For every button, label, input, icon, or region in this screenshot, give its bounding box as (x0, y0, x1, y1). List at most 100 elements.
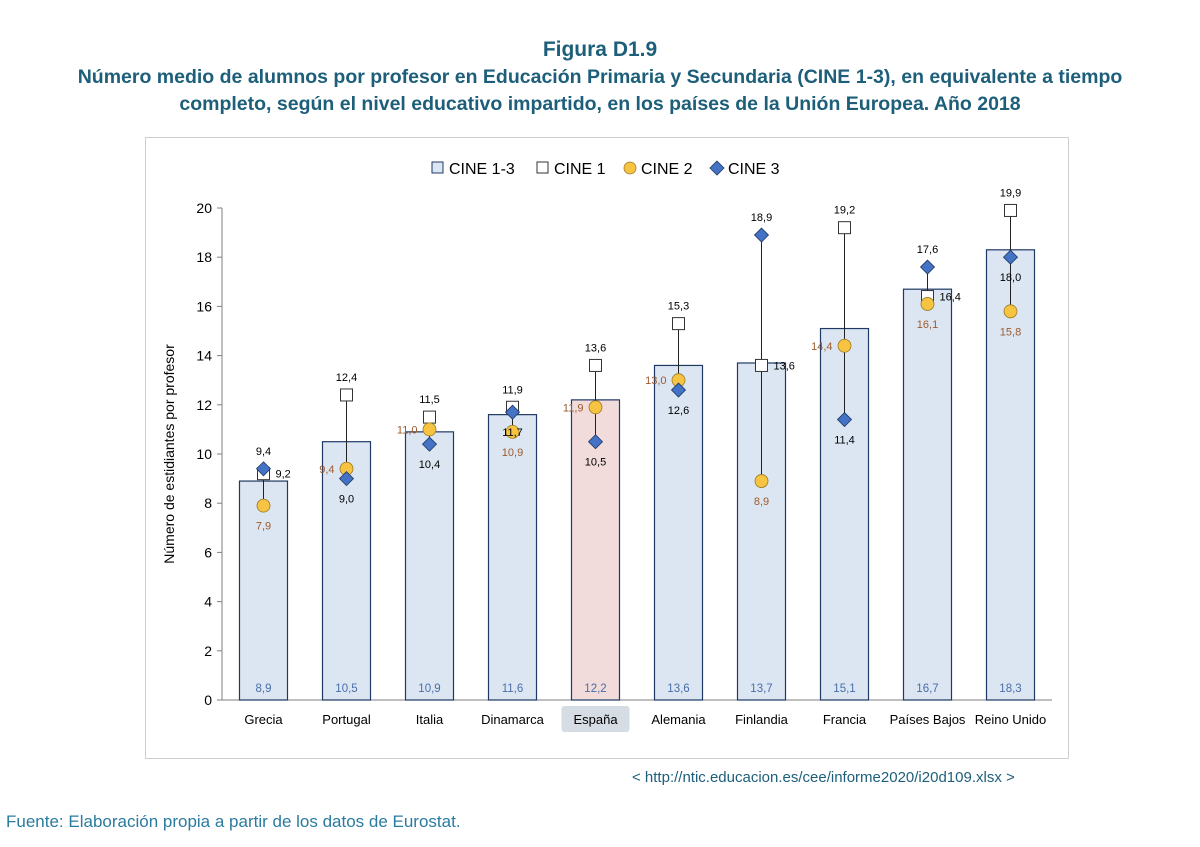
x-tick-label: Italia (416, 712, 444, 727)
figure-title: Número medio de alumnos por profesor en … (77, 66, 1123, 115)
cine3-value-label: 10,4 (419, 459, 440, 471)
cine1-value-label: 13,6 (774, 360, 795, 372)
cine2-circle-marker (1003, 304, 1018, 319)
bar (819, 327, 870, 701)
legend-swatch-cine2 (623, 161, 637, 175)
y-tick-label: 10 (196, 446, 212, 462)
cine1-value-label: 15,3 (668, 301, 689, 313)
bar-value-label: 13,7 (750, 683, 772, 695)
x-tick-label: España (573, 712, 618, 727)
legend-swatch-cine1 (536, 161, 549, 174)
cine2-value-label: 9,4 (319, 464, 334, 476)
cine2-circle-marker (754, 474, 769, 488)
y-axis-label: Número de estidiantes por profesor (161, 344, 177, 564)
cine3-value-label: 11,4 (834, 435, 855, 447)
cine1-square-marker (838, 221, 851, 235)
cine3-value-label: 10,5 (585, 457, 606, 469)
x-tick-label: Portugal (322, 712, 371, 727)
cine1-square-marker (672, 317, 685, 331)
cine1-value-label: 12,4 (336, 372, 357, 384)
figure-label: Figura D1.9 (542, 38, 658, 61)
cine1-value-label: 11,9 (502, 384, 523, 396)
bar-value-label: 12,2 (584, 683, 606, 695)
y-tick-label: 0 (204, 692, 212, 708)
cine2-circle-marker (505, 424, 520, 439)
cine2-value-label: 7,9 (256, 521, 271, 533)
y-tick-label: 20 (196, 200, 212, 216)
x-tick-label: Finlandia (735, 712, 789, 727)
highlight-category-box (561, 706, 630, 732)
cine2-circle-marker (422, 422, 437, 437)
legend-label: CINE 2 (641, 161, 693, 178)
cine1-value-label: 16,4 (940, 292, 961, 304)
cine1-square-marker (589, 358, 602, 372)
legend-swatch-cine13 (431, 161, 444, 174)
cine3-diamond-marker (670, 382, 687, 398)
cine2-value-label: 14,4 (811, 341, 832, 353)
legend-label: CINE 3 (728, 161, 780, 178)
cine3-diamond-marker (836, 411, 853, 428)
cine3-diamond-marker (255, 461, 272, 477)
bar (902, 288, 953, 701)
x-tick-label: Reino Unido (975, 712, 1047, 727)
x-tick-label: Grecia (244, 712, 283, 727)
bar-value-label: 18,3 (999, 683, 1021, 695)
cine2-value-label: 10,9 (502, 447, 523, 459)
y-tick-label: 2 (204, 643, 212, 659)
cine1-square-marker (755, 358, 768, 372)
cine1-value-label: 11,5 (419, 394, 440, 406)
y-tick-label: 6 (204, 544, 212, 560)
bar-value-label: 16,7 (916, 683, 938, 695)
bar (985, 249, 1036, 701)
cine3-diamond-marker (338, 471, 355, 487)
chart: 0 2 4 6 8 10 12 14 16 18 20 Número de estidiantes p… (161, 160, 1052, 732)
y-tick-label: 18 (196, 249, 212, 265)
bar-value-label: 10,5 (335, 683, 357, 695)
bar-value-label: 8,9 (256, 683, 272, 695)
cine3-diamond-marker (753, 227, 770, 243)
x-tick-label: Francia (823, 712, 867, 727)
y-tick-label: 12 (196, 397, 212, 413)
bar-value-label: 10,9 (418, 683, 440, 695)
source-link[interactable]: < http://ntic.educacion.es/cee/informe20… (632, 769, 1015, 786)
bar (487, 414, 538, 701)
cine3-value-label: 11,7 (502, 427, 523, 439)
y-tick-label: 16 (196, 298, 212, 314)
legend-label: CINE 1 (554, 161, 606, 178)
cine1-value-label: 19,9 (1000, 187, 1021, 199)
cine1-square-marker (1004, 203, 1017, 217)
bar (570, 399, 621, 701)
cine1-square-marker (423, 410, 436, 424)
cine3-diamond-marker (919, 259, 936, 275)
cine3-value-label: 9,4 (256, 446, 271, 458)
y-tick-label: 8 (204, 495, 212, 511)
bar (238, 480, 289, 701)
legend-label: CINE 1-3 (449, 161, 515, 178)
cine2-circle-marker (256, 498, 271, 513)
cine2-value-label: 11,9 (563, 402, 584, 414)
y-tick-label: 14 (196, 348, 212, 364)
chart-frame: 0 2 4 6 8 10 12 14 16 18 20 Número de estidiantes p… (145, 137, 1069, 759)
cine1-value-label: 13,6 (585, 342, 606, 354)
bar-value-label: 13,6 (667, 683, 689, 695)
cine1-square-marker (340, 388, 353, 402)
cine3-value-label: 18,0 (1000, 272, 1021, 284)
x-tick-label: Dinamarca (481, 712, 545, 727)
source-note: Fuente: Elaboración propia a partir de l… (6, 812, 461, 831)
bar-value-label: 15,1 (833, 683, 855, 695)
cine1-value-label: 9,2 (276, 469, 291, 481)
x-tick-label: Alemania (651, 712, 706, 727)
cine2-value-label: 8,9 (754, 496, 769, 508)
cine3-diamond-marker (421, 436, 438, 452)
cine3-value-label: 9,0 (339, 494, 354, 506)
bar (404, 431, 455, 701)
cine2-value-label: 13,0 (645, 375, 666, 387)
bar-value-label: 11,6 (502, 683, 524, 695)
cine3-diamond-marker (504, 404, 521, 420)
cine3-diamond-marker (1002, 249, 1019, 265)
legend-swatch-cine3 (709, 160, 725, 176)
bar (653, 364, 704, 701)
cine3-value-label: 17,6 (917, 244, 938, 256)
cine2-circle-marker (837, 338, 852, 353)
y-tick-label: 4 (204, 594, 212, 610)
